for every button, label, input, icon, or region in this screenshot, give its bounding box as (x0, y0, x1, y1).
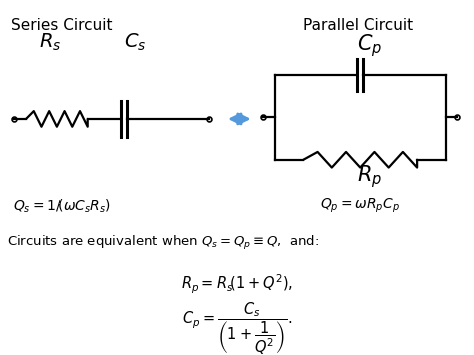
Text: Circuits are equivalent when $Q_s = Q_p \equiv Q$,  and:: Circuits are equivalent when $Q_s = Q_p … (7, 234, 319, 252)
Text: $R_p$: $R_p$ (357, 163, 382, 190)
Text: $R_p = R_s\!\left(1+Q^2\right),$: $R_p = R_s\!\left(1+Q^2\right),$ (181, 272, 293, 296)
Text: Parallel Circuit: Parallel Circuit (303, 18, 413, 33)
Text: $R_s$: $R_s$ (38, 32, 61, 53)
Text: $C_p$: $C_p$ (357, 32, 383, 59)
Text: Series Circuit: Series Circuit (11, 18, 112, 33)
Text: $C_p = \dfrac{C_s}{\left(1+\dfrac{1}{Q^2}\right)}.$: $C_p = \dfrac{C_s}{\left(1+\dfrac{1}{Q^2… (182, 300, 292, 355)
Text: $C_s$: $C_s$ (124, 32, 146, 53)
Text: $Q_p = \omega R_p C_p$: $Q_p = \omega R_p C_p$ (320, 197, 400, 215)
Text: $Q_s = 1/\!\left(\omega C_s R_s\right)$: $Q_s = 1/\!\left(\omega C_s R_s\right)$ (12, 197, 111, 215)
